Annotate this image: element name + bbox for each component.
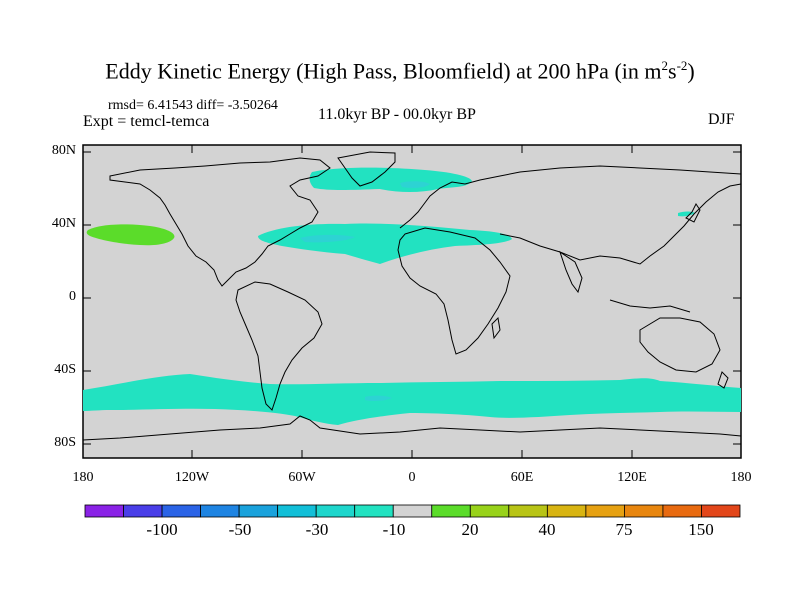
colorbar-box (508, 504, 548, 518)
lon-label-180w: 180 (72, 470, 94, 485)
stats-text: rmsd= 6.41543 diff= -3.50264 (108, 98, 278, 113)
greenland-coast (337, 151, 396, 187)
indonesia-coast (609, 299, 691, 313)
colorbar-box (662, 504, 702, 518)
north-pacific-positive (86, 224, 175, 246)
colorbar-box (123, 504, 163, 518)
central-atlantic-inner (300, 234, 355, 243)
colorbar (84, 504, 741, 518)
colorbar-box (624, 504, 664, 518)
colorbar-box (354, 504, 394, 518)
lon-label-120w: 120W (174, 470, 210, 485)
colorbar-box (546, 504, 587, 518)
india-coast (559, 250, 583, 294)
lat-label-0: 0 (69, 289, 76, 304)
antarctica-coast (82, 415, 742, 441)
lon-label-60w: 60W (288, 470, 316, 485)
colorbar-box (84, 504, 124, 518)
colorbar-box (585, 504, 625, 518)
lon-label-0: 0 (408, 470, 416, 485)
lat-label-40s: 40S (54, 362, 76, 377)
southern-ocean-anomaly (83, 374, 741, 425)
colorbar-box (701, 504, 741, 518)
colorbar-label: -10 (382, 520, 406, 539)
coastlines (82, 151, 742, 441)
southern-ocean-inner (365, 395, 392, 402)
north-america-coast (109, 157, 331, 287)
south-america-coast (235, 281, 323, 411)
lat-label-80s: 80S (54, 435, 76, 450)
colorbar-label: 150 (688, 520, 714, 539)
colorbar-label: 40 (538, 520, 556, 539)
north-atlantic-inner (400, 181, 430, 188)
africa-coast (397, 227, 511, 355)
colorbar-box (469, 504, 510, 518)
chart-title: Eddy Kinetic Energy (High Pass, Bloomfie… (105, 58, 695, 84)
colorbar-label: 20 (461, 520, 479, 539)
north-atlantic-anomaly (309, 167, 472, 192)
season-label: DJF (708, 111, 735, 128)
lat-label-80n: 80N (51, 143, 76, 158)
axis-ticks (83, 145, 741, 458)
madagascar-coast (491, 316, 501, 340)
lon-label-120e: 120E (617, 470, 647, 485)
experiment-label: Expt = temcl-temca (83, 113, 210, 130)
new-zealand-coast (717, 371, 729, 389)
colorbar-label: -100 (146, 520, 178, 539)
colorbar-label: 75 (615, 520, 633, 539)
japan-coast (685, 203, 701, 223)
colorbar-box (238, 504, 279, 518)
lat-label-40n: 40N (51, 216, 76, 231)
colorbar-box (315, 504, 356, 518)
lon-label-180e: 180 (730, 470, 752, 485)
colorbar-box (277, 504, 317, 518)
asia-coast (499, 183, 742, 265)
colorbar-box (200, 504, 240, 518)
colorbar-box (392, 504, 433, 518)
lon-label-60e: 60E (510, 470, 534, 485)
australia-coast (639, 317, 721, 373)
colorbar-label: -30 (305, 520, 329, 539)
colorbar-label: -50 (228, 520, 252, 539)
colorbar-box (431, 504, 471, 518)
europe-coast (399, 165, 742, 229)
central-atlantic-anomaly (258, 223, 512, 264)
colorbar-box (161, 504, 201, 518)
period-label: 11.0kyr BP - 00.0kyr BP (318, 106, 476, 123)
